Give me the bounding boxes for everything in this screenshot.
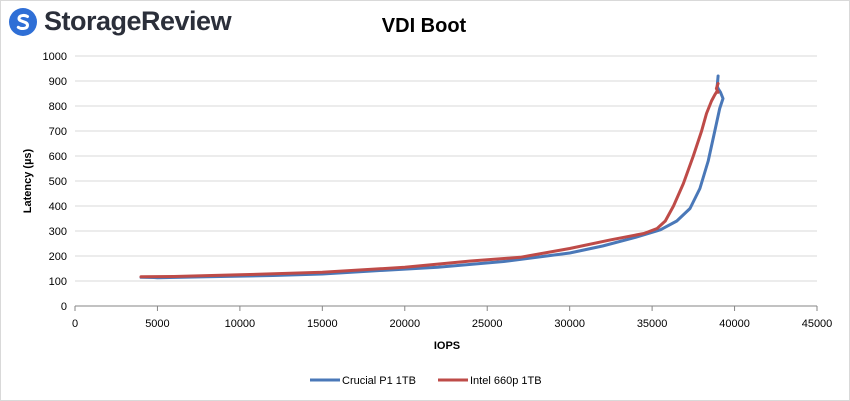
series-line-1 — [139, 82, 720, 279]
y-tick-label: 0 — [61, 301, 67, 313]
y-tick-label: 100 — [49, 276, 67, 288]
chart-title: VDI Boot — [382, 15, 467, 37]
x-tick-label: 10000 — [225, 318, 256, 330]
x-tick-label: 30000 — [554, 318, 585, 330]
x-tick-label: 20000 — [389, 318, 420, 330]
storagereview-logo-icon — [9, 7, 37, 36]
storagereview-logo: StorageReview — [8, 6, 232, 37]
y-tick-label: 400 — [49, 201, 67, 213]
x-axis-title: IOPS — [434, 340, 460, 352]
x-tick-label: 15000 — [307, 318, 338, 330]
x-tick-label: 40000 — [719, 318, 750, 330]
x-tick-label: 5000 — [145, 318, 169, 330]
x-axis-ticks: 0 5000 10000 15000 20000 25000 30000 35000 40000… — [72, 306, 832, 330]
y-tick-label: 200 — [49, 251, 67, 263]
series-lines — [139, 74, 725, 280]
x-tick-label: 25000 — [472, 318, 503, 330]
gridlines — [75, 55, 817, 282]
x-tick-label: 45000 — [802, 318, 833, 330]
y-tick-label: 1000 — [43, 51, 67, 63]
legend-label-0: Crucial P1 1TB — [342, 375, 416, 387]
x-tick-label: 35000 — [637, 318, 668, 330]
logo-text: StorageReview — [44, 6, 232, 36]
y-tick-label: 700 — [49, 126, 67, 138]
y-tick-label: 300 — [49, 226, 67, 238]
y-tick-label: 600 — [49, 151, 67, 163]
x-tick-label: 0 — [72, 318, 78, 330]
y-axis-ticks: 0 100 200 300 400 500 600 700 800 900 1000 — [43, 51, 67, 313]
legend-label-1: Intel 660p 1TB — [470, 375, 542, 387]
y-axis-title: Latency (µs) — [22, 148, 34, 213]
y-tick-label: 900 — [49, 76, 67, 88]
y-tick-label: 500 — [49, 176, 67, 188]
y-tick-label: 800 — [49, 101, 67, 113]
legend: Crucial P1 1TB Intel 660p 1TB — [310, 375, 542, 387]
